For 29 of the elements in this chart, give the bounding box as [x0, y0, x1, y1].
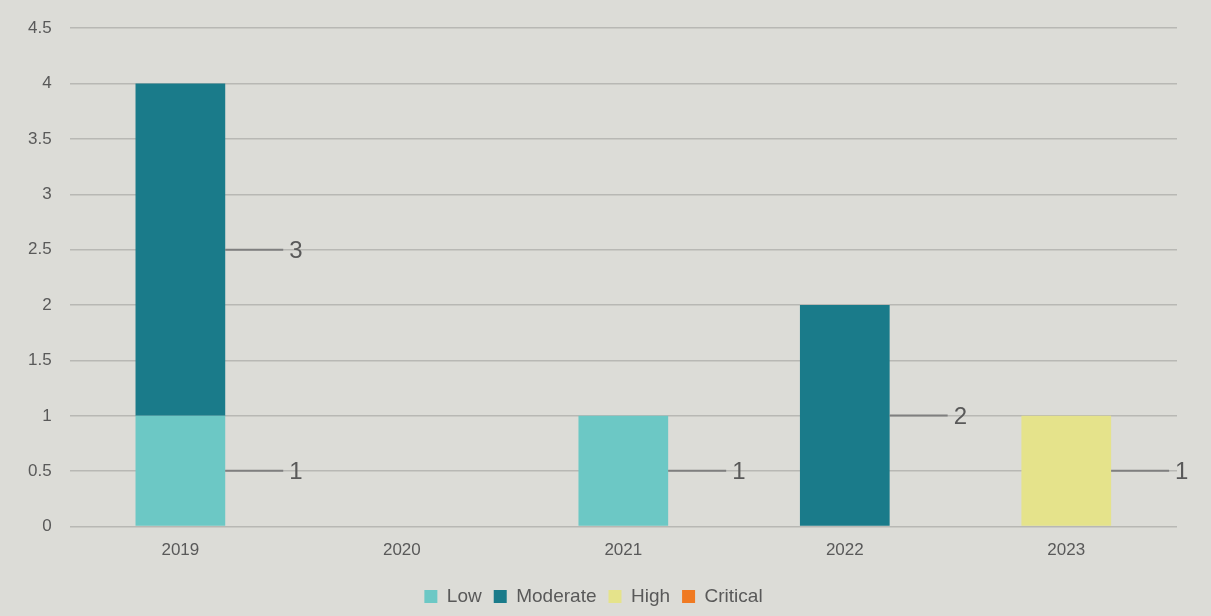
data-label: 2 — [953, 402, 967, 430]
x-tick-label: 2023 — [1047, 540, 1086, 560]
y-tick-label: 0.5 — [27, 460, 52, 480]
y-tick-label: 0 — [42, 516, 52, 536]
legend-label: Critical — [704, 584, 763, 606]
bar — [578, 415, 669, 526]
data-label: 3 — [289, 236, 303, 264]
bar — [1021, 415, 1112, 526]
y-tick-label: 4.5 — [27, 17, 52, 37]
y-tick-label: 1 — [42, 405, 52, 425]
legend-label: Low — [446, 584, 483, 606]
y-tick-label: 4 — [42, 73, 52, 93]
x-tick-label: 2022 — [825, 540, 864, 560]
bar — [799, 305, 890, 526]
data-label: 1 — [1175, 457, 1189, 485]
y-tick-label: 3.5 — [27, 128, 52, 148]
bar — [135, 83, 226, 416]
y-tick-label: 1.5 — [27, 350, 52, 370]
x-tick-label: 2021 — [604, 540, 643, 560]
x-tick-label: 2019 — [161, 540, 200, 560]
y-tick-label: 2 — [42, 294, 52, 314]
legend-label: High — [630, 584, 671, 606]
data-label: 1 — [732, 457, 746, 485]
bar — [135, 415, 226, 526]
data-label: 1 — [289, 457, 303, 485]
y-tick-label: 3 — [42, 184, 52, 204]
legend-label: Moderate — [516, 584, 597, 606]
y-tick-label: 2.5 — [27, 239, 52, 259]
x-tick-label: 2020 — [382, 540, 421, 560]
